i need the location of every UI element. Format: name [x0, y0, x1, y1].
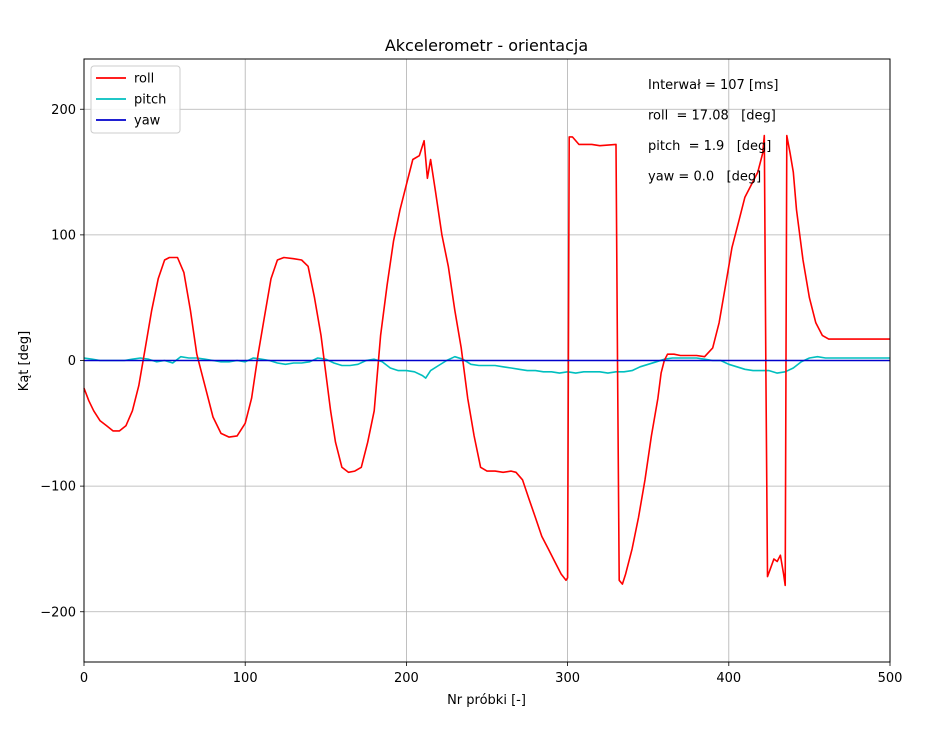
annotation-text: Interwał = 107 [ms] — [648, 78, 779, 93]
x-tick-label: 300 — [555, 671, 580, 686]
annotation-text: pitch = 1.9 [deg] — [648, 139, 771, 154]
annotation-text: roll = 17.08 [deg] — [648, 109, 776, 124]
chart-title: Akcelerometr - orientacja — [385, 36, 588, 55]
annotations: Interwał = 107 [ms] roll = 17.08 [deg] pit… — [648, 78, 779, 185]
annotation-text: yaw = 0.0 [deg] — [648, 170, 761, 185]
series-line-roll — [83, 134, 890, 587]
x-tick-label: 0 — [80, 671, 88, 686]
x-tick-label: 400 — [716, 671, 741, 686]
legend-label-pitch: pitch — [134, 93, 166, 108]
legend-label-roll: roll — [134, 72, 154, 87]
y-tick-label: 100 — [51, 228, 76, 243]
legend-label-yaw: yaw — [134, 114, 161, 129]
x-tick-label: 500 — [878, 671, 903, 686]
legend: roll pitch yaw — [90, 65, 181, 134]
y-tick-label: −200 — [40, 605, 76, 620]
series-line-pitch — [83, 355, 890, 379]
legend-box — [90, 65, 181, 134]
series-layer — [83, 134, 890, 587]
y-axis-label: Kąt [deg] — [17, 331, 32, 391]
x-tick-label: 100 — [233, 671, 258, 686]
y-tick-label: 0 — [68, 354, 76, 369]
x-tick-label: 200 — [394, 671, 419, 686]
x-axis-label: Nr próbki [-] — [447, 693, 526, 708]
y-tick-label: −100 — [40, 480, 76, 495]
y-tick-label: 200 — [51, 103, 76, 118]
ticks-layer: 0 100 200 300 400 500 −200 −100 0 100 200 — [40, 103, 902, 686]
